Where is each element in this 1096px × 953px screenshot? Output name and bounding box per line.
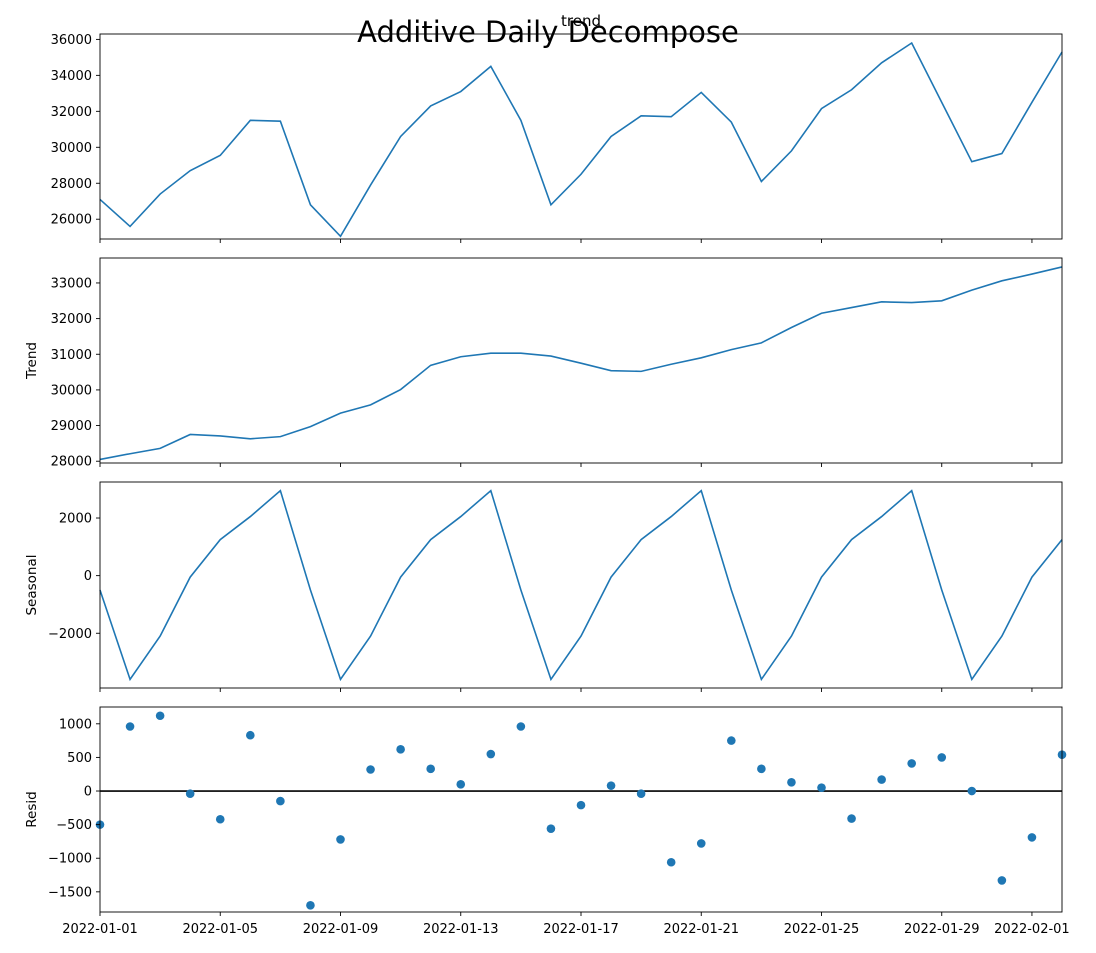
resid-point	[787, 777, 796, 787]
panel-1: 26000 28000 30000 32000 34000 36000 trend	[51, 12, 1063, 243]
x-tick-label: 2022-01-09	[303, 922, 379, 937]
y-tick-label: 500	[67, 751, 92, 766]
resid-point	[306, 900, 315, 910]
x-tick-label: 2022-01-29	[904, 922, 980, 937]
panel-title: trend	[561, 12, 601, 30]
panel-4: −1500 −1000 −500 0 500 1000 2022-01-01 2022-01-…	[24, 706, 1070, 937]
y-tick-label: 28000	[51, 177, 92, 192]
series-line	[99, 41, 1063, 238]
axes-frame	[99, 33, 1063, 240]
resid-point	[666, 857, 676, 867]
x-tick-label: 2022-01-13	[423, 922, 499, 937]
resid-point	[606, 781, 616, 790]
x-tick-label: 2022-01-25	[784, 922, 860, 937]
x-tick-label: 2022-01-17	[543, 922, 619, 937]
resid-point	[486, 749, 496, 759]
panel-2: 28000 29000 30000 31000 32000 33000 Trend	[24, 257, 1063, 470]
resid-point	[817, 783, 826, 792]
resid-point	[847, 814, 856, 823]
x-tick-label: 2022-02-01	[994, 922, 1070, 937]
y-tick-label: 29000	[51, 419, 92, 434]
resid-point	[907, 759, 916, 768]
y-axis-label: Trend	[24, 342, 40, 380]
resid-point	[576, 800, 586, 810]
resid-point	[727, 736, 736, 745]
resid-point	[696, 839, 706, 848]
resid-point	[967, 786, 977, 796]
series-line	[99, 489, 1063, 682]
y-tick-label: 26000	[51, 213, 92, 228]
panel-3: −2000 0 2000 Seasonal	[24, 481, 1063, 692]
x-tick-label: 2022-01-01	[62, 922, 138, 937]
y-tick-label: 1000	[59, 717, 92, 732]
y-tick-label: 0	[84, 785, 92, 800]
y-tick-label: 34000	[51, 69, 92, 84]
resid-point	[937, 753, 947, 762]
resid-point	[185, 789, 195, 799]
resid-point	[276, 796, 285, 806]
resid-point	[997, 876, 1007, 885]
figure-suptitle: Additive Daily Decompose	[357, 15, 739, 49]
y-tick-label: 31000	[51, 348, 92, 363]
x-tick-label: 2022-01-05	[182, 922, 258, 937]
resid-point	[155, 711, 165, 721]
resid-point	[246, 730, 255, 740]
resid-point	[396, 745, 405, 754]
y-tick-label: 32000	[51, 105, 92, 120]
y-tick-label: −1500	[48, 885, 92, 900]
axes-frame	[99, 706, 1063, 913]
resid-point	[546, 824, 556, 833]
series-line	[99, 266, 1063, 461]
y-axis-label: Seasonal	[24, 554, 40, 615]
x-tick-label: 2022-01-21	[663, 922, 739, 937]
resid-point	[426, 764, 435, 774]
y-tick-label: 36000	[51, 33, 92, 48]
y-tick-label: 0	[84, 569, 92, 584]
y-tick-label: −2000	[48, 627, 92, 642]
y-tick-label: 30000	[51, 383, 92, 398]
resid-point	[516, 722, 526, 731]
resid-point	[757, 764, 766, 774]
y-tick-label: −1000	[48, 852, 92, 867]
y-tick-label: 30000	[51, 141, 92, 156]
resid-point	[456, 779, 466, 789]
y-tick-label: 32000	[51, 312, 92, 327]
y-axis-label: Resid	[24, 791, 40, 827]
resid-point	[877, 775, 886, 784]
resid-point	[636, 789, 646, 799]
y-tick-label: 28000	[51, 455, 92, 470]
y-tick-label: 33000	[51, 276, 92, 291]
resid-point	[1027, 833, 1037, 842]
y-tick-label: 2000	[59, 512, 92, 527]
y-tick-label: −500	[56, 818, 92, 833]
axes-frame	[99, 257, 1063, 464]
resid-point	[215, 814, 225, 824]
resid-point	[125, 722, 135, 731]
resid-point	[366, 765, 375, 774]
resid-point	[336, 835, 345, 844]
